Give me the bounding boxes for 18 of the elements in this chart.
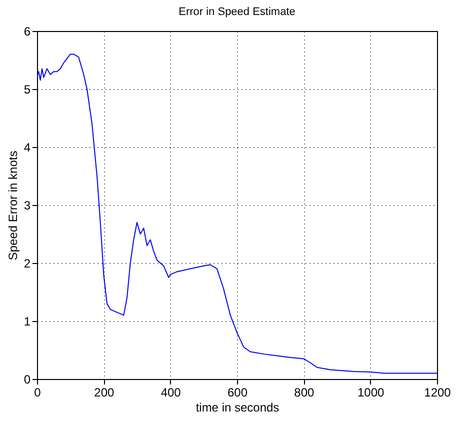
x-tick-label: 1200 <box>424 386 452 400</box>
y-axis-title: Speed Error in knots <box>6 150 20 260</box>
y-tick-label: 1 <box>24 314 31 328</box>
y-tick-label: 4 <box>24 140 31 154</box>
y-tick-label: 6 <box>24 24 31 38</box>
x-axis-title: time in seconds <box>196 400 280 414</box>
y-tick-label: 0 <box>24 372 31 386</box>
x-tick-label: 600 <box>227 386 248 400</box>
chart-title: Error in Speed Estimate <box>178 6 296 18</box>
y-tick-label: 2 <box>24 256 31 270</box>
y-tick-label: 5 <box>24 82 31 96</box>
y-tick-label: 3 <box>24 198 31 212</box>
x-tick-label: 400 <box>160 386 182 400</box>
x-tick-label: 800 <box>294 386 314 400</box>
x-tick-label: 0 <box>34 386 42 400</box>
x-tick-label: 200 <box>94 386 114 400</box>
line-series <box>37 54 437 374</box>
x-tick-label: 1000 <box>357 386 385 400</box>
